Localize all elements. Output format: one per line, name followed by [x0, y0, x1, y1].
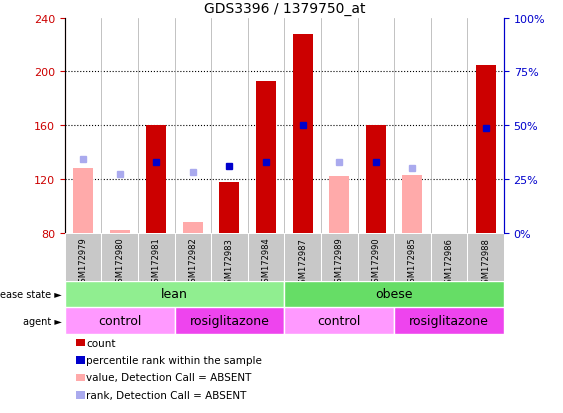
Text: percentile rank within the sample: percentile rank within the sample	[86, 355, 262, 365]
Text: GSM172981: GSM172981	[152, 237, 160, 288]
Text: GSM172985: GSM172985	[408, 237, 417, 288]
Text: GSM172986: GSM172986	[445, 237, 453, 288]
Text: rosiglitazone: rosiglitazone	[190, 315, 269, 328]
Text: GSM172987: GSM172987	[298, 237, 307, 288]
Bar	[284, 233, 321, 281]
Bar	[175, 233, 211, 281]
Text: GSM172982: GSM172982	[189, 237, 197, 288]
Bar	[394, 233, 431, 281]
Bar	[175, 308, 284, 335]
Bar	[110, 230, 129, 233]
Bar	[183, 223, 203, 233]
Text: rank, Detection Call = ABSENT: rank, Detection Call = ABSENT	[86, 390, 247, 400]
Text: GSM172990: GSM172990	[372, 237, 380, 287]
Bar	[403, 176, 422, 233]
Bar	[73, 169, 93, 233]
Bar	[293, 35, 312, 233]
Title: GDS3396 / 1379750_at: GDS3396 / 1379750_at	[204, 2, 365, 16]
Bar	[476, 66, 495, 233]
Bar	[101, 233, 138, 281]
Bar	[321, 233, 358, 281]
Text: disease state ►: disease state ►	[0, 289, 62, 299]
Text: value, Detection Call = ABSENT: value, Detection Call = ABSENT	[86, 373, 252, 382]
Text: lean: lean	[161, 288, 188, 301]
Text: GSM172988: GSM172988	[481, 237, 490, 288]
Text: GSM172989: GSM172989	[335, 237, 343, 288]
Bar	[366, 126, 386, 233]
Bar	[358, 233, 394, 281]
Text: GSM172980: GSM172980	[115, 237, 124, 288]
Bar	[284, 281, 504, 308]
Text: control: control	[98, 315, 141, 328]
Text: agent ►: agent ►	[23, 316, 62, 326]
Bar	[284, 308, 394, 335]
Bar	[65, 308, 175, 335]
Bar	[467, 233, 504, 281]
Bar	[220, 183, 239, 233]
Text: rosiglitazone: rosiglitazone	[409, 315, 489, 328]
Text: control: control	[318, 315, 361, 328]
Text: GSM172979: GSM172979	[79, 237, 87, 288]
Bar	[65, 233, 101, 281]
Bar	[431, 233, 467, 281]
Bar	[146, 126, 166, 233]
Bar	[256, 82, 276, 233]
Text: GSM172983: GSM172983	[225, 237, 234, 288]
Text: GSM172984: GSM172984	[262, 237, 270, 288]
Bar	[65, 281, 284, 308]
Bar	[211, 233, 248, 281]
Bar	[329, 177, 349, 233]
Text: count: count	[86, 338, 115, 348]
Bar	[248, 233, 284, 281]
Bar	[394, 308, 504, 335]
Text: obese: obese	[376, 288, 413, 301]
Bar	[138, 233, 175, 281]
